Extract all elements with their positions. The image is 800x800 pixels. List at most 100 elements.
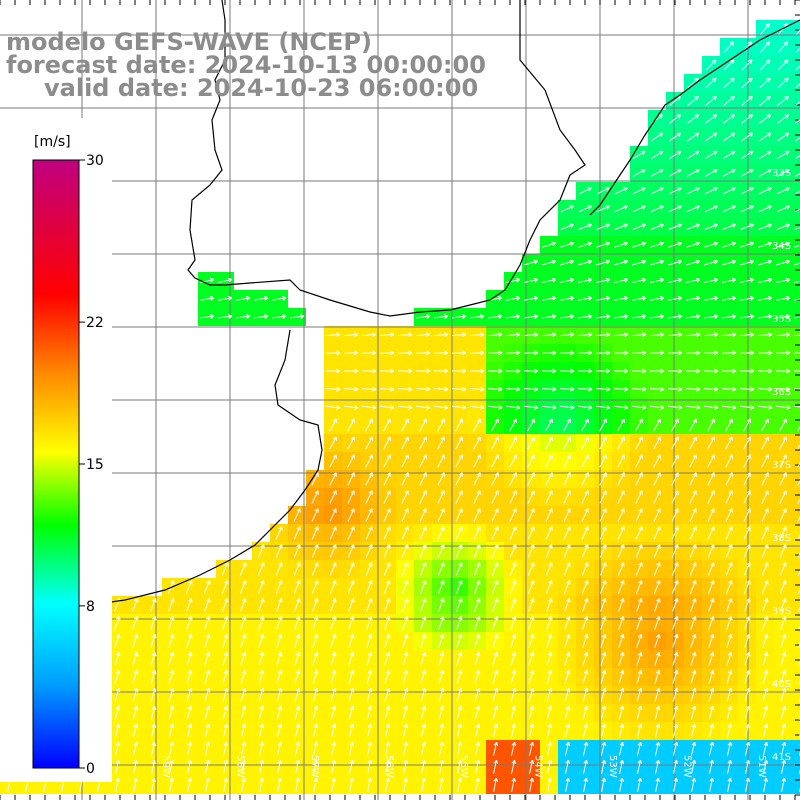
wind-arrow-head bbox=[368, 418, 373, 422]
wind-arrow-head bbox=[766, 724, 769, 729]
wind-arrow-head bbox=[426, 388, 431, 392]
wind-arrow-head bbox=[133, 651, 138, 656]
wind-arrow-head bbox=[584, 616, 588, 620]
wind-arrow-head bbox=[475, 759, 479, 764]
wind-arrow-head bbox=[388, 706, 391, 711]
wind-arrow-head bbox=[280, 724, 283, 729]
wind-arrow bbox=[132, 652, 138, 666]
wind-arrow-head bbox=[763, 723, 768, 728]
wind-arrow-head bbox=[748, 688, 751, 693]
wind-arrow-head bbox=[765, 41, 770, 44]
wind-arrow bbox=[762, 670, 768, 684]
wind-arrow-head bbox=[497, 296, 503, 299]
wind-arrow-head bbox=[732, 242, 737, 247]
wind-arrow-head bbox=[369, 778, 373, 783]
wind-arrow-head bbox=[496, 652, 499, 657]
wind-arrow bbox=[794, 172, 800, 177]
wind-arrow bbox=[704, 260, 718, 266]
wind-arrow-head bbox=[766, 652, 769, 657]
wind-arrow bbox=[776, 260, 790, 266]
wind-arrow bbox=[186, 652, 192, 666]
wind-arrow-head bbox=[748, 96, 753, 98]
wind-arrow-head bbox=[493, 741, 498, 746]
wind-arrow-head bbox=[458, 580, 462, 584]
wind-arrow-head bbox=[605, 223, 610, 225]
wind-arrow-head bbox=[566, 544, 571, 548]
wind-arrow-head bbox=[368, 472, 373, 476]
wind-arrow-head bbox=[332, 508, 337, 512]
wind-arrow bbox=[474, 760, 480, 774]
wind-arrow-head bbox=[566, 472, 571, 476]
wind-arrow-head bbox=[749, 223, 754, 225]
wind-arrow-head bbox=[516, 386, 521, 390]
wind-arrow-head bbox=[550, 670, 553, 675]
wind-arrow-head bbox=[658, 688, 661, 693]
wind-arrow bbox=[258, 652, 264, 666]
wind-arrow-head bbox=[259, 759, 263, 764]
wind-arrow bbox=[474, 724, 480, 738]
wind-arrow-head bbox=[296, 562, 300, 566]
wind-arrow-head bbox=[691, 634, 696, 638]
wind-arrow-head bbox=[439, 777, 443, 782]
wind-arrow-head bbox=[406, 724, 409, 729]
wind-arrow bbox=[420, 652, 426, 666]
field-cell bbox=[792, 740, 800, 758]
wind-arrow bbox=[635, 454, 643, 468]
wind-arrow-head bbox=[641, 223, 646, 225]
field-cell bbox=[792, 398, 800, 416]
wind-arrow bbox=[617, 508, 625, 522]
wind-arrow bbox=[367, 778, 371, 792]
wind-arrow bbox=[542, 242, 556, 248]
wind-arrow-head bbox=[623, 277, 628, 280]
wind-arrow-head bbox=[783, 23, 788, 26]
wind-arrow bbox=[132, 742, 138, 756]
wind-arrow-head bbox=[277, 669, 282, 674]
wind-arrow-head bbox=[368, 454, 373, 458]
wind-arrow-head bbox=[782, 454, 787, 458]
wind-arrow-head bbox=[172, 634, 175, 639]
wind-arrow-head bbox=[295, 634, 300, 638]
wind-arrow bbox=[703, 333, 719, 337]
wind-arrow-head bbox=[406, 760, 409, 765]
wind-arrow bbox=[223, 778, 227, 792]
wind-arrow-head bbox=[765, 778, 769, 783]
wind-arrow-head bbox=[460, 724, 463, 729]
wind-arrow-head bbox=[605, 277, 610, 280]
wind-arrow-head bbox=[750, 332, 755, 335]
wind-arrow bbox=[723, 41, 735, 53]
wind-arrow-head bbox=[241, 741, 246, 746]
wind-arrow-head bbox=[674, 472, 679, 476]
wind-arrow bbox=[294, 724, 300, 738]
wind-arrow-head bbox=[516, 334, 521, 338]
wind-arrow bbox=[704, 297, 718, 301]
wind-arrow-head bbox=[205, 777, 209, 782]
wind-arrow-head bbox=[569, 241, 574, 244]
wind-arrow-head bbox=[714, 407, 719, 410]
wind-arrow bbox=[150, 634, 156, 648]
wind-arrow-head bbox=[712, 616, 715, 621]
wind-arrow-head bbox=[768, 260, 773, 265]
wind-arrow-head bbox=[154, 652, 157, 657]
wind-arrow bbox=[708, 670, 714, 684]
wind-arrow bbox=[473, 490, 481, 504]
wind-arrow-head bbox=[316, 724, 319, 729]
wind-arrow-head bbox=[552, 315, 557, 319]
wind-arrow-head bbox=[313, 687, 318, 692]
wind-arrow bbox=[564, 652, 570, 666]
wind-arrow-head bbox=[385, 687, 390, 692]
wind-arrow-head bbox=[530, 418, 535, 422]
wind-arrow bbox=[599, 418, 607, 432]
wind-arrow-head bbox=[532, 760, 535, 765]
wind-arrow-head bbox=[367, 759, 371, 764]
wind-arrow-head bbox=[692, 490, 697, 494]
wind-arrow bbox=[257, 544, 265, 558]
wind-arrow-head bbox=[154, 616, 157, 621]
wind-arrow-head bbox=[601, 634, 606, 638]
wind-arrow bbox=[312, 616, 318, 630]
wind-arrow bbox=[726, 652, 732, 666]
wind-arrow bbox=[379, 405, 395, 409]
wind-arrow-head bbox=[641, 241, 646, 244]
wind-arrow bbox=[150, 598, 156, 612]
wind-arrow-head bbox=[444, 352, 449, 356]
wind-arrow-head bbox=[660, 114, 664, 119]
